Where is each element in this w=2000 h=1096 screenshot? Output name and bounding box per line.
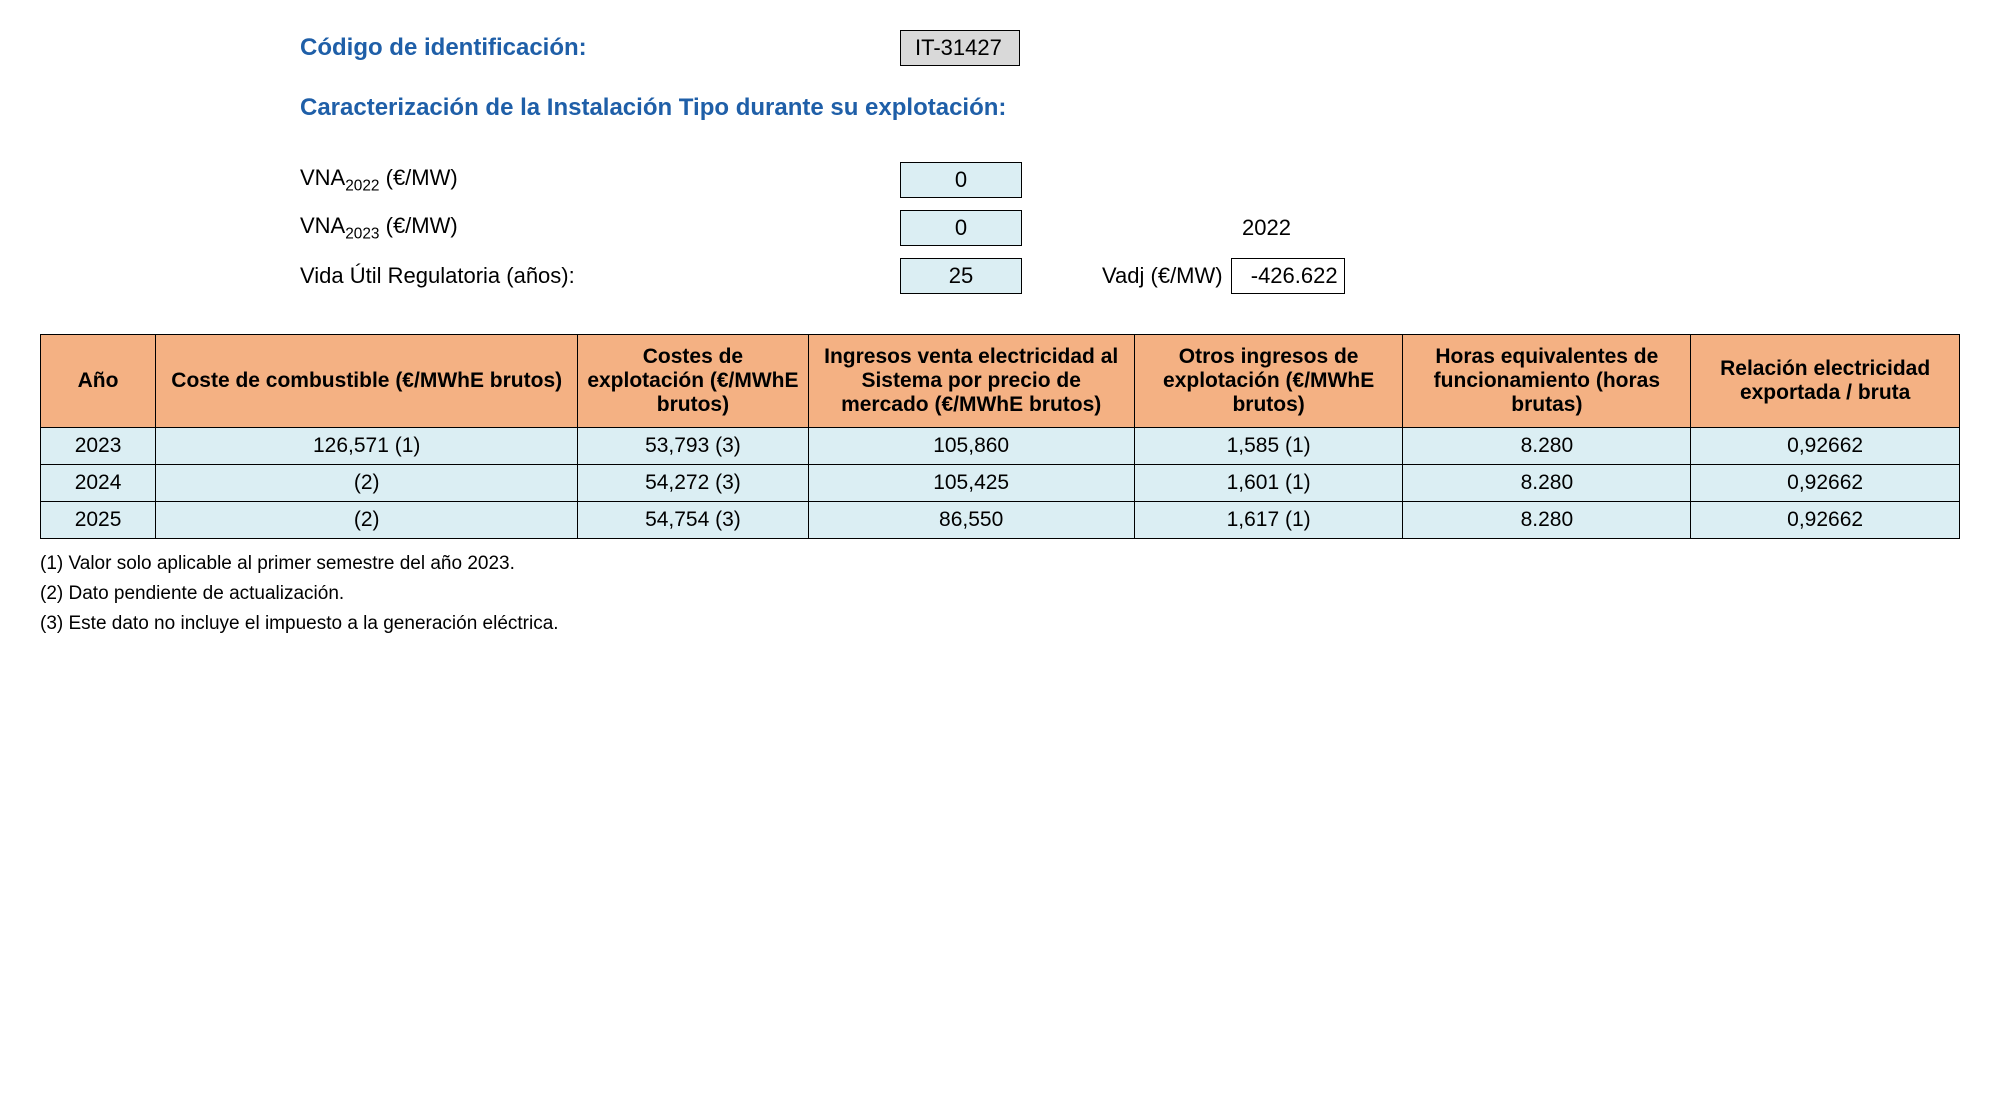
table-cell: 8.280 xyxy=(1403,428,1691,465)
vna2023-value: 0 xyxy=(900,210,1022,246)
footnotes: (1) Valor solo aplicable al primer semes… xyxy=(40,553,1960,635)
table-row: 2024(2)54,272 (3)105,4251,601 (1)8.2800,… xyxy=(41,465,1960,502)
table-header: Año xyxy=(41,335,156,428)
footnote-2: (2) Dato pendiente de actualización. xyxy=(40,583,1960,605)
id-value-box: IT-31427 xyxy=(900,30,1020,66)
table-cell: 54,272 (3) xyxy=(578,465,808,502)
vadj-label: Vadj (€/MW) xyxy=(1102,263,1223,289)
table-cell: 1,601 (1) xyxy=(1134,465,1403,502)
table-cell: (2) xyxy=(156,465,578,502)
table-cell: 0,92662 xyxy=(1691,465,1960,502)
table-cell: 2023 xyxy=(41,428,156,465)
table-cell: 0,92662 xyxy=(1691,502,1960,539)
table-cell: 1,617 (1) xyxy=(1134,502,1403,539)
table-cell: 54,754 (3) xyxy=(578,502,808,539)
id-label: Código de identificación: xyxy=(300,34,900,62)
table-header: Ingresos venta electricidad al Sistema p… xyxy=(808,335,1134,428)
table-header: Coste de combustible (€/MWhE brutos) xyxy=(156,335,578,428)
vna2023-label: VNA2023 (€/MW) xyxy=(300,213,900,243)
vida-util-value: 25 xyxy=(900,258,1022,294)
table-cell: 126,571 (1) xyxy=(156,428,578,465)
table-row: 2023126,571 (1)53,793 (3)105,8601,585 (1… xyxy=(41,428,1960,465)
table-cell: (2) xyxy=(156,502,578,539)
table-header: Costes de explotación (€/MWhE brutos) xyxy=(578,335,808,428)
data-table: AñoCoste de combustible (€/MWhE brutos)C… xyxy=(40,334,1960,539)
table-row: 2025(2)54,754 (3)86,5501,617 (1)8.2800,9… xyxy=(41,502,1960,539)
table-cell: 8.280 xyxy=(1403,502,1691,539)
table-cell: 53,793 (3) xyxy=(578,428,808,465)
parameters-block: VNA2022 (€/MW) 0 VNA2023 (€/MW) 0 2022 V… xyxy=(300,162,1960,294)
table-header: Relación electricidad exportada / bruta xyxy=(1691,335,1960,428)
table-header: Otros ingresos de explotación (€/MWhE br… xyxy=(1134,335,1403,428)
table-cell: 2025 xyxy=(41,502,156,539)
table-cell: 105,425 xyxy=(808,465,1134,502)
ref-year: 2022 xyxy=(1242,215,1291,241)
table-cell: 86,550 xyxy=(808,502,1134,539)
vna2022-label: VNA2022 (€/MW) xyxy=(300,165,900,195)
vna2022-value: 0 xyxy=(900,162,1022,198)
table-cell: 1,585 (1) xyxy=(1134,428,1403,465)
footnote-3: (3) Este dato no incluye el impuesto a l… xyxy=(40,613,1960,635)
vida-util-label: Vida Útil Regulatoria (años): xyxy=(300,263,900,289)
table-cell: 105,860 xyxy=(808,428,1134,465)
table-header: Horas equivalentes de funcionamiento (ho… xyxy=(1403,335,1691,428)
vadj-value: -426.622 xyxy=(1231,258,1345,294)
table-cell: 2024 xyxy=(41,465,156,502)
section-title: Caracterización de la Instalación Tipo d… xyxy=(300,94,1960,122)
table-cell: 8.280 xyxy=(1403,465,1691,502)
table-cell: 0,92662 xyxy=(1691,428,1960,465)
footnote-1: (1) Valor solo aplicable al primer semes… xyxy=(40,553,1960,575)
